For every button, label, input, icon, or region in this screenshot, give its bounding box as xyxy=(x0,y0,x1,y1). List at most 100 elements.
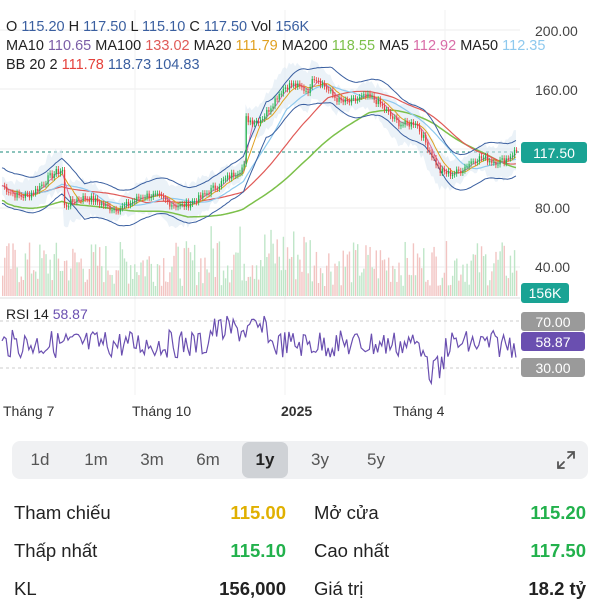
candle-body xyxy=(489,160,491,163)
volume-bar xyxy=(37,278,39,296)
candle-body xyxy=(212,185,214,188)
period-5y[interactable]: 5y xyxy=(367,450,385,469)
volume-bar xyxy=(136,272,138,296)
candle-body xyxy=(305,90,307,92)
candle-body xyxy=(107,204,109,206)
volume-bar xyxy=(90,244,93,296)
candle-body xyxy=(491,160,493,163)
volume-bar xyxy=(138,275,140,296)
volume-bar xyxy=(10,268,12,296)
candle-body xyxy=(375,99,377,105)
volume-bar xyxy=(127,283,130,296)
volume-bar xyxy=(499,251,501,296)
volume-bar xyxy=(229,282,231,296)
volume-bar xyxy=(239,226,241,296)
period-6m[interactable]: 6m xyxy=(196,450,220,469)
volume-value: 156K xyxy=(275,19,310,35)
candle-body xyxy=(297,83,299,87)
candle-body xyxy=(82,196,84,201)
volume-bar xyxy=(513,250,516,296)
candle-body xyxy=(497,164,499,166)
volume-bar xyxy=(198,272,200,296)
volume-bar xyxy=(45,254,47,296)
volume-bar xyxy=(464,281,466,296)
volume-bar xyxy=(53,254,55,296)
volume-bar xyxy=(59,270,62,296)
candle-body xyxy=(204,193,206,195)
price-axis-label: 40.00 xyxy=(535,259,570,275)
candle-body xyxy=(390,111,392,117)
candle-body xyxy=(84,196,86,200)
candle-body xyxy=(474,161,476,163)
candle-body xyxy=(394,117,396,119)
rsi-line xyxy=(1,315,517,386)
volume-bar xyxy=(212,248,214,296)
volume-bar xyxy=(24,253,27,296)
period-3m[interactable]: 3m xyxy=(140,450,164,469)
volume-bar xyxy=(26,259,29,296)
candle-body xyxy=(47,175,49,184)
volume-bar xyxy=(202,283,204,296)
candle-body xyxy=(311,79,313,88)
candle-body xyxy=(493,162,495,164)
volume-bar xyxy=(344,266,347,296)
price-chart[interactable]: 200.00 160.00 80.00 40.00 117.50 156K 70.00 58.… xyxy=(0,0,600,430)
candle-body xyxy=(274,98,276,107)
high-value: 117.50 xyxy=(83,19,131,35)
volume-bar xyxy=(72,248,74,296)
volume-bar xyxy=(160,285,163,296)
candle-body xyxy=(416,124,419,126)
volume-bar xyxy=(96,265,99,296)
candle-body xyxy=(121,205,124,209)
candle-body xyxy=(226,175,229,179)
volume-bar xyxy=(429,285,431,296)
volume-bar xyxy=(235,252,237,296)
volume-bar xyxy=(231,269,233,296)
volume-bar xyxy=(470,260,472,296)
period-1d[interactable]: 1d xyxy=(30,450,50,469)
candle-body xyxy=(179,204,181,207)
volume-bar xyxy=(425,281,427,296)
volume-bar xyxy=(63,260,66,296)
candle-body xyxy=(173,205,175,207)
volume-bar xyxy=(326,265,328,296)
candle-body xyxy=(466,166,468,168)
volume-bar xyxy=(94,244,97,296)
candle-body xyxy=(45,183,47,185)
candle-body xyxy=(187,201,190,208)
volume-bar xyxy=(111,275,113,296)
volume-bar xyxy=(416,253,419,296)
candle-body xyxy=(458,169,460,171)
volume-bar xyxy=(107,270,109,296)
candle-body xyxy=(319,81,322,86)
period-1m[interactable]: 1m xyxy=(84,450,108,469)
period-3y[interactable]: 3y xyxy=(311,450,329,469)
volume-bar xyxy=(458,280,460,296)
candle-body xyxy=(134,200,136,202)
volume-bar xyxy=(65,260,68,296)
volume-bar xyxy=(88,269,91,296)
volume-bar xyxy=(39,244,41,296)
candle-body xyxy=(501,158,503,160)
period-1y[interactable]: 1y xyxy=(242,442,288,478)
volume-bar xyxy=(507,278,510,296)
candle-body xyxy=(487,155,489,163)
candle-body xyxy=(507,158,509,160)
volume-bar xyxy=(165,281,167,296)
volume-bar xyxy=(169,272,171,296)
volume-bar xyxy=(363,268,365,296)
volume-bar xyxy=(30,273,33,296)
candle-body xyxy=(6,186,8,192)
candle-body xyxy=(94,198,97,203)
volume-bar xyxy=(55,242,58,296)
volume-bar xyxy=(317,282,320,296)
volume-bar xyxy=(313,265,316,296)
volume-bar xyxy=(284,269,287,296)
candle-body xyxy=(146,193,148,198)
candle-body xyxy=(214,185,216,189)
volume-bar xyxy=(156,264,159,296)
volume-bar xyxy=(515,270,518,296)
expand-icon[interactable] xyxy=(556,450,576,470)
volume-bar xyxy=(220,285,223,296)
candle-body xyxy=(284,87,287,89)
